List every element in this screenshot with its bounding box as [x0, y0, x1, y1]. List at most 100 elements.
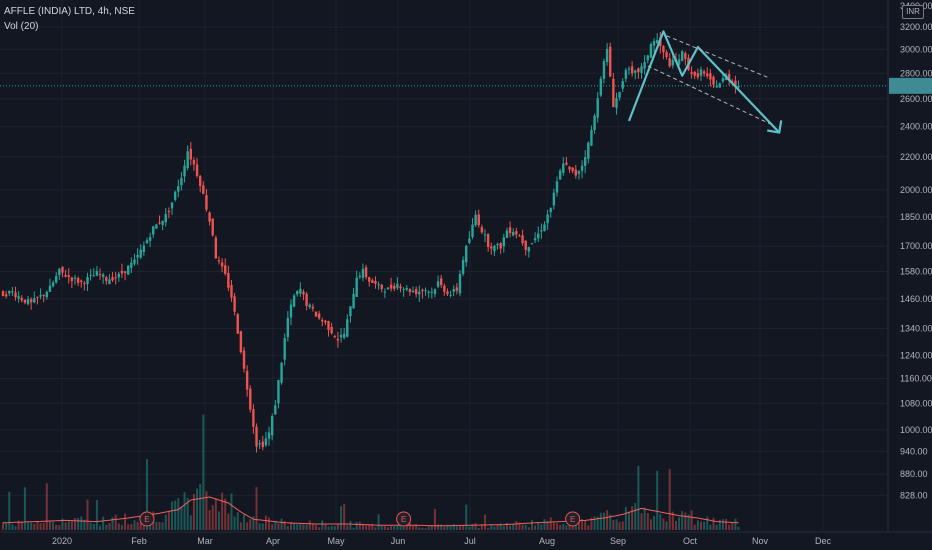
volume-bar — [214, 498, 217, 530]
volume-bar — [437, 524, 440, 530]
candle-body — [61, 266, 64, 273]
candle-body — [236, 314, 239, 334]
candle-body — [368, 277, 371, 282]
candle-body — [308, 304, 311, 308]
symbol-title[interactable]: AFFLE (INDIA) LTD, 4h, NSE — [4, 6, 135, 17]
volume-bar — [565, 525, 568, 530]
candle-body — [621, 81, 624, 89]
candle-body — [677, 59, 681, 65]
volume-bar — [731, 522, 734, 530]
volume-bar — [20, 522, 23, 530]
volume-bar — [289, 522, 292, 530]
candle-body — [577, 171, 581, 174]
volume-bar — [415, 524, 418, 530]
time-axis-panel — [0, 532, 932, 550]
candle-body — [92, 275, 95, 277]
volume-bar — [161, 522, 164, 530]
candle-body — [593, 115, 596, 131]
candle-body — [327, 321, 330, 330]
candle-body — [524, 240, 527, 250]
volume-bar — [699, 521, 702, 530]
candle-body — [433, 289, 437, 294]
volume-bar — [73, 518, 76, 530]
channel-upper-line — [666, 35, 771, 79]
candle-body — [380, 284, 383, 289]
volume-bar — [243, 514, 246, 530]
volume-bar — [552, 522, 555, 530]
candle-body — [89, 274, 92, 276]
candle-body — [521, 235, 524, 244]
volume-bar — [499, 523, 502, 530]
candle-body — [205, 195, 208, 210]
candle-body — [258, 443, 261, 445]
candle-body — [120, 270, 124, 274]
volume-bar — [114, 514, 117, 530]
candle-body — [230, 285, 233, 298]
candle-body — [627, 68, 631, 70]
candle-body — [155, 224, 158, 229]
volume-bar — [715, 524, 718, 530]
candle-body — [186, 151, 189, 168]
volume-bar — [421, 527, 424, 530]
volume-bar — [261, 523, 264, 530]
volume-bar — [721, 519, 724, 530]
y-tick-label: 880.00 — [900, 469, 928, 479]
candle-body — [280, 362, 283, 383]
volume-bar — [433, 509, 436, 530]
volume-bar — [318, 527, 321, 530]
volume-bar — [615, 519, 618, 530]
volume-bar — [408, 523, 411, 530]
candle-body — [161, 220, 164, 225]
volume-indicator-title[interactable]: Vol (20) — [4, 21, 39, 32]
volume-bar — [42, 522, 45, 530]
volume-bar — [252, 516, 255, 530]
candle-body — [537, 233, 540, 239]
volume-bar — [737, 526, 740, 530]
candle-body — [321, 319, 324, 322]
candle-body — [173, 191, 177, 200]
volume-bar — [590, 517, 593, 530]
candle-body — [609, 46, 612, 77]
candle-body — [712, 76, 715, 85]
candle-body — [386, 287, 390, 290]
volume-bar — [443, 526, 446, 530]
volume-bar — [192, 493, 195, 530]
volume-bar — [277, 523, 280, 530]
volume-bar — [484, 514, 487, 530]
volume-bar — [396, 525, 399, 530]
candle-body — [727, 74, 731, 81]
volume-bar — [36, 522, 39, 530]
candle-body — [502, 237, 505, 247]
volume-bar — [468, 526, 471, 530]
volume-bar — [678, 517, 681, 530]
x-tick-label: Sep — [610, 536, 626, 546]
candle-body — [217, 260, 221, 262]
volume-bar — [365, 525, 368, 530]
candle-body — [214, 237, 218, 259]
candle-body — [546, 214, 549, 224]
volume-bar — [377, 514, 380, 530]
volume-bar — [643, 507, 646, 530]
volume-bar — [349, 520, 352, 530]
candle-body — [261, 441, 264, 448]
volume-bar — [559, 524, 562, 530]
candle-body — [98, 274, 102, 276]
candle-body — [486, 234, 490, 248]
candle-body — [652, 40, 656, 46]
volume-bar — [690, 510, 693, 530]
candle-body — [702, 71, 706, 74]
volume-bar — [383, 526, 386, 530]
candle-body — [202, 185, 205, 194]
candle-body — [111, 276, 114, 281]
volume-bar — [512, 523, 515, 530]
volume-bar — [446, 524, 449, 530]
volume-bar — [271, 524, 274, 530]
volume-bar — [8, 491, 11, 530]
candle-body — [681, 51, 684, 61]
currency-badge[interactable]: INR — [902, 5, 924, 19]
candle-body — [86, 277, 89, 284]
candle-body — [283, 338, 286, 360]
candle-body — [436, 281, 440, 287]
volume-bar — [117, 523, 120, 530]
